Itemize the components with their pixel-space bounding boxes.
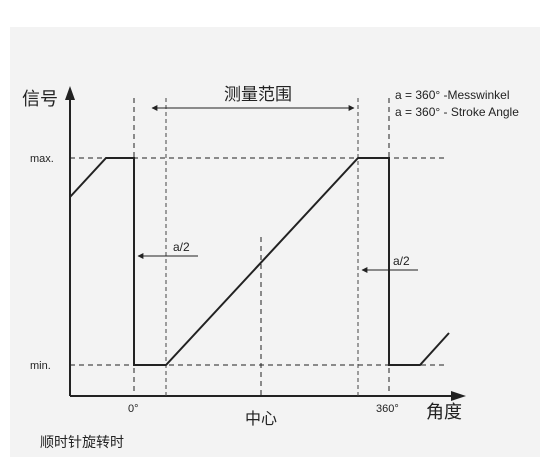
max-label: max.: [30, 153, 54, 165]
y-axis-label: 信号: [22, 89, 58, 110]
x-axis-arrowhead: [451, 391, 466, 401]
half-a-right-label: a/2: [393, 254, 410, 268]
half-a-left-label: a/2: [173, 240, 190, 254]
legend-line-2: a = 360° - Stroke Angle: [395, 105, 519, 119]
rotation-caption: 顺时针旋转时: [40, 435, 124, 451]
center-label: 中心: [245, 409, 277, 428]
full-degree-label: 360°: [376, 403, 399, 415]
x-axis-label: 角度: [426, 402, 462, 423]
min-label: min.: [30, 360, 51, 372]
y-axis-arrowhead: [65, 86, 75, 100]
measurement-range-label: 测量范围: [224, 85, 292, 105]
signal-curve: [69, 157, 450, 366]
legend-line-1: a = 360° -Messwinkel: [395, 88, 510, 102]
zero-degree-label: 0°: [128, 403, 139, 415]
